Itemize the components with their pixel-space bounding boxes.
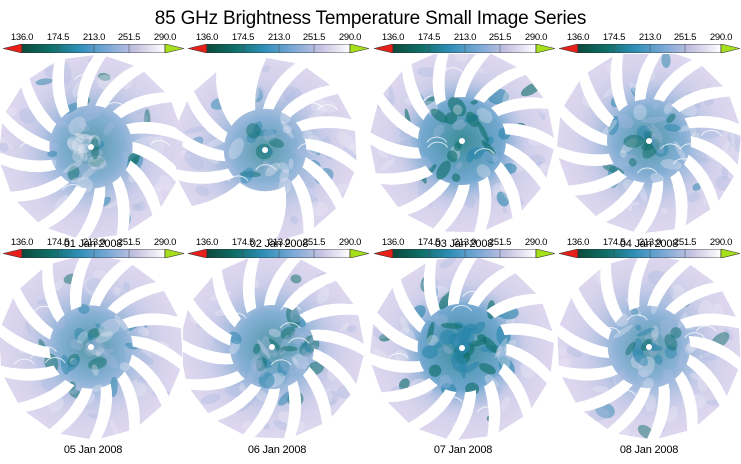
tick-label: 174.5 — [231, 32, 255, 43]
map-panel-06 — [183, 258, 369, 444]
colorbar: 136.0 174.5 213.0 251.5 290.0 — [3, 237, 184, 259]
tick-label: 251.5 — [117, 237, 141, 248]
tick-label: 290.0 — [524, 32, 548, 43]
colorbar-gradient — [559, 249, 740, 258]
tick-label: 174.5 — [417, 32, 441, 43]
colorbar-gradient — [374, 249, 555, 258]
swath-map — [176, 58, 357, 240]
panel-date-label: 04 Jan 2008 — [619, 238, 679, 250]
panel-date-label: 06 Jan 2008 — [247, 444, 307, 456]
tick-label: 136.0 — [195, 237, 219, 248]
colorbar: 136.0 174.5 213.0 251.5 290.0 — [374, 32, 555, 54]
tick-label: 174.5 — [46, 32, 70, 43]
tick-label: 251.5 — [673, 237, 697, 248]
tick-label: 213.0 — [638, 237, 662, 248]
tick-label: 136.0 — [10, 237, 34, 248]
colorbar-ticks: 136.0 174.5 213.0 251.5 290.0 — [188, 32, 369, 43]
tick-label: 290.0 — [153, 237, 177, 248]
map-panel-03 — [369, 54, 555, 240]
figure-title: 85 GHz Brightness Temperature Small Imag… — [154, 8, 587, 29]
swath-map — [183, 258, 364, 439]
panel-date-label: 01 Jan 2008 — [63, 238, 123, 250]
panel-date-label: 03 Jan 2008 — [434, 238, 494, 250]
tick-label: 251.5 — [117, 32, 141, 43]
swath-map — [557, 258, 741, 439]
colorbar-ticks: 136.0 174.5 213.0 251.5 290.0 — [374, 237, 555, 248]
map-panel-01 — [0, 54, 186, 240]
tick-label: 174.5 — [602, 32, 626, 43]
swath-map — [370, 54, 554, 233]
colorbar-gradient — [374, 44, 555, 53]
map-panel-05 — [0, 258, 186, 444]
panel-date-label: 08 Jan 2008 — [619, 444, 679, 456]
tick-label: 290.0 — [524, 237, 548, 248]
map-panel-08 — [556, 258, 741, 444]
tick-label: 251.5 — [302, 237, 326, 248]
panel-date-label: 02 Jan 2008 — [249, 238, 309, 250]
colorbar-gradient — [3, 44, 184, 53]
tick-label: 213.0 — [82, 237, 106, 248]
tick-label: 290.0 — [709, 237, 733, 248]
tick-label: 290.0 — [338, 237, 362, 248]
colorbar-ticks: 136.0 174.5 213.0 251.5 290.0 — [559, 32, 740, 43]
colorbar: 136.0 174.5 213.0 251.5 290.0 — [374, 237, 555, 259]
swath-map — [0, 258, 183, 439]
colorbar-gradient — [188, 44, 369, 53]
colorbar-ticks: 136.0 174.5 213.0 251.5 290.0 — [188, 237, 369, 248]
tick-label: 136.0 — [566, 32, 590, 43]
colorbar: 136.0 174.5 213.0 251.5 290.0 — [188, 237, 369, 259]
tick-label: 213.0 — [453, 237, 477, 248]
map-panel-04 — [556, 54, 741, 240]
tick-label: 213.0 — [267, 237, 291, 248]
tick-label: 174.5 — [417, 237, 441, 248]
colorbar-ticks: 136.0 174.5 213.0 251.5 290.0 — [3, 237, 184, 248]
panel-date-label: 05 Jan 2008 — [63, 444, 123, 456]
tick-label: 174.5 — [602, 237, 626, 248]
colorbar-ticks: 136.0 174.5 213.0 251.5 290.0 — [374, 32, 555, 43]
colorbar-gradient — [188, 249, 369, 258]
colorbar-gradient — [559, 44, 740, 53]
swath-map — [370, 258, 554, 440]
colorbar: 136.0 174.5 213.0 251.5 290.0 — [559, 32, 740, 54]
tick-label: 136.0 — [381, 237, 405, 248]
colorbar: 136.0 174.5 213.0 251.5 290.0 — [188, 32, 369, 54]
tick-label: 290.0 — [153, 32, 177, 43]
map-panel-07 — [369, 258, 555, 444]
tick-label: 251.5 — [302, 32, 326, 43]
tick-label: 136.0 — [195, 32, 219, 43]
colorbar-gradient — [3, 249, 184, 258]
tick-label: 136.0 — [566, 237, 590, 248]
tick-label: 136.0 — [381, 32, 405, 43]
panel-date-label: 07 Jan 2008 — [433, 444, 493, 456]
tick-label: 213.0 — [82, 32, 106, 43]
colorbar-ticks: 136.0 174.5 213.0 251.5 290.0 — [559, 237, 740, 248]
colorbar: 136.0 174.5 213.0 251.5 290.0 — [559, 237, 740, 259]
tick-label: 251.5 — [488, 32, 512, 43]
tick-label: 251.5 — [673, 32, 697, 43]
tick-label: 136.0 — [10, 32, 34, 43]
tick-label: 251.5 — [488, 237, 512, 248]
colorbar: 136.0 174.5 213.0 251.5 290.0 — [3, 32, 184, 54]
tick-label: 213.0 — [267, 32, 291, 43]
tick-label: 290.0 — [709, 32, 733, 43]
colorbar-ticks: 136.0 174.5 213.0 251.5 290.0 — [3, 32, 184, 43]
tick-label: 213.0 — [638, 32, 662, 43]
tick-label: 213.0 — [453, 32, 477, 43]
swath-map — [557, 54, 741, 233]
map-panel-02 — [176, 54, 362, 240]
swath-map — [0, 55, 183, 239]
tick-label: 290.0 — [338, 32, 362, 43]
tick-label: 174.5 — [46, 237, 70, 248]
tick-label: 174.5 — [231, 237, 255, 248]
